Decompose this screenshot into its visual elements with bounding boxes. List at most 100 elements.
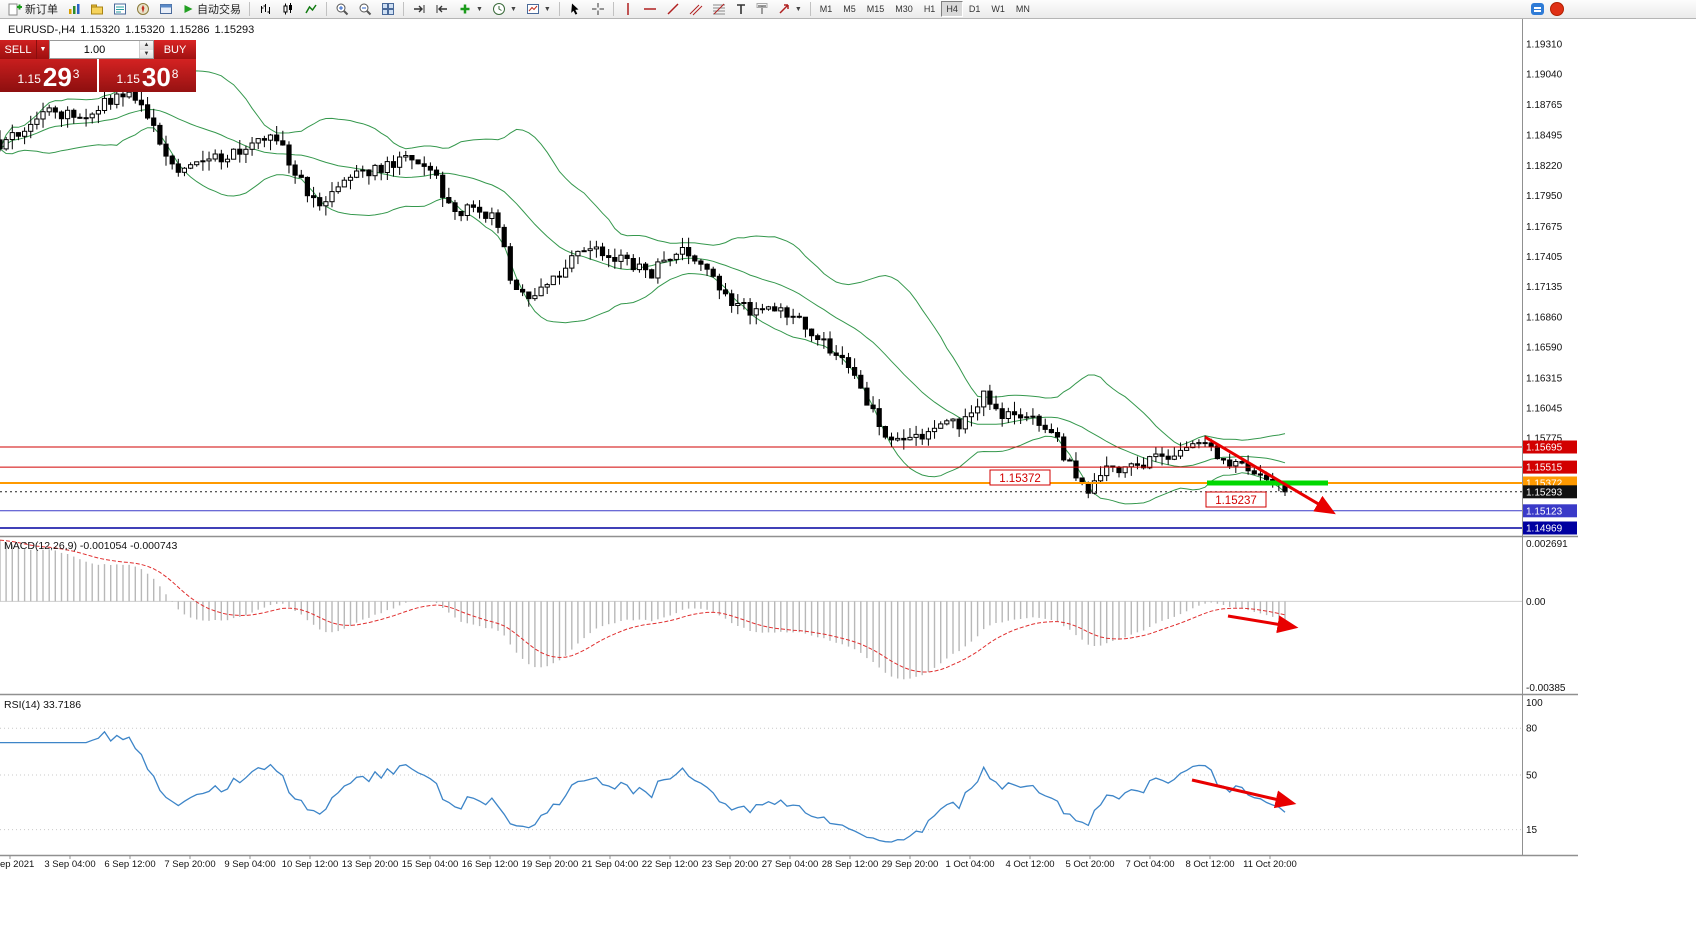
label-tool-button[interactable] <box>752 0 772 18</box>
text-tool-button[interactable] <box>731 0 751 18</box>
price-badge-1.15293: 1.15293 <box>1523 485 1577 498</box>
svg-text:1.19310: 1.19310 <box>1526 39 1563 50</box>
time-axis[interactable]: 2 Sep 2021 3 Sep 04:00 6 Sep 12:00 7 Sep 20… <box>0 855 1297 871</box>
lot-size-box: ▲ ▼ <box>49 40 154 59</box>
floating-price-label[interactable]: 1.15237 <box>1205 491 1267 508</box>
periods-button[interactable]: ▼ <box>488 0 521 18</box>
auto-scroll-button[interactable] <box>408 0 430 18</box>
svg-text:22 Sep 12:00: 22 Sep 12:00 <box>642 859 699 870</box>
low-value: 1.15286 <box>169 24 210 36</box>
timeframe-d1-button[interactable]: D1 <box>968 4 981 14</box>
svg-text:1.15372: 1.15372 <box>1526 479 1563 490</box>
new-order-button[interactable]: 新订单 <box>4 0 62 18</box>
templates-button[interactable]: ▼ <box>522 0 555 18</box>
autotrading-button[interactable]: 自动交易 <box>178 0 245 18</box>
bar-chart-mode-button[interactable] <box>254 0 276 18</box>
trendline-tool-button[interactable] <box>662 0 684 18</box>
timeframe-m5-button[interactable]: M5 <box>843 4 856 14</box>
price-trend-arrow[interactable] <box>1204 435 1336 515</box>
timeframe-m30-button[interactable]: M30 <box>895 4 913 14</box>
toolbar-separator <box>612 2 614 16</box>
timeframe-m1-button[interactable]: M1 <box>819 4 833 14</box>
horizontal-line-tool-button[interactable] <box>639 0 661 18</box>
timeframe-w1-button[interactable]: W1 <box>991 4 1005 14</box>
buy-price-display[interactable]: 1.15 30 8 <box>99 59 196 92</box>
tile-windows-button[interactable] <box>377 0 399 18</box>
bar-chart-icon <box>261 4 270 14</box>
profiles-icon <box>91 4 103 15</box>
lot-dropdown-button[interactable]: ▼ <box>36 40 49 59</box>
buy-button[interactable]: BUY <box>154 40 196 59</box>
market-watch-button[interactable] <box>109 0 131 18</box>
fibonacci-tool-button[interactable] <box>708 0 730 18</box>
text-icon <box>736 4 745 14</box>
svg-text:1.15237: 1.15237 <box>1215 495 1257 507</box>
arrows-tool-button[interactable]: ▼ <box>773 0 806 18</box>
svg-text:19 Sep 20:00: 19 Sep 20:00 <box>522 859 579 870</box>
notification-icon[interactable] <box>1550 2 1564 16</box>
svg-text:-0.00385: -0.00385 <box>1526 683 1566 694</box>
auto-scroll-icon <box>414 5 425 13</box>
timeframe-h1-button[interactable]: H1 <box>923 4 936 14</box>
zoom-in-icon <box>336 3 349 16</box>
navigator-button[interactable] <box>132 0 154 18</box>
price-level-lines[interactable] <box>0 446 1522 529</box>
macd-histogram <box>0 540 1286 680</box>
svg-text:29 Sep 20:00: 29 Sep 20:00 <box>882 859 939 870</box>
zoom-in-button[interactable] <box>331 0 353 18</box>
rsi-trend-arrow[interactable] <box>1191 778 1297 809</box>
svg-text:1.17135: 1.17135 <box>1526 282 1563 293</box>
channel-tool-button[interactable] <box>685 0 707 18</box>
chat-icon[interactable] <box>1531 3 1544 15</box>
label-icon <box>756 3 768 14</box>
pane-separators[interactable] <box>0 18 1578 857</box>
arrows-caret-icon: ▼ <box>794 5 802 13</box>
sell-button[interactable]: SELL <box>0 40 36 59</box>
new-chart-button[interactable] <box>63 0 85 18</box>
svg-text:1.15123: 1.15123 <box>1526 506 1563 517</box>
templates-icon <box>526 4 539 14</box>
indicators-button[interactable]: ▼ <box>454 0 487 18</box>
svg-text:1.15293: 1.15293 <box>1526 487 1563 498</box>
bollinger-middle-band <box>0 108 1286 468</box>
rsi-line <box>0 730 1286 843</box>
profiles-button[interactable] <box>86 0 108 18</box>
price-badge-1.15123: 1.15123 <box>1523 504 1577 517</box>
price-axis[interactable]: 1.19310 1.19040 1.18765 1.18495 1.18220 1.179… <box>1523 39 1577 836</box>
crosshair-tool-button[interactable] <box>587 0 609 18</box>
bollinger-bands <box>0 70 1286 505</box>
svg-text:27 Sep 04:00: 27 Sep 04:00 <box>762 859 819 870</box>
terminal-button[interactable] <box>155 0 177 18</box>
timeframe-m15-button[interactable]: M15 <box>866 4 885 14</box>
svg-text:1.18765: 1.18765 <box>1526 100 1563 111</box>
svg-text:1.14969: 1.14969 <box>1526 523 1563 534</box>
zoom-out-button[interactable] <box>354 0 376 18</box>
horizontal-line-icon <box>643 8 656 10</box>
timeframe-h4-button[interactable]: H4 <box>941 1 963 17</box>
cursor-tool-button[interactable] <box>564 0 586 18</box>
periods-clock-icon <box>492 3 505 15</box>
svg-text:13 Sep 20:00: 13 Sep 20:00 <box>342 859 399 870</box>
vertical-line-tool-button[interactable] <box>618 0 638 18</box>
templates-caret-icon: ▼ <box>543 5 551 13</box>
lot-size-input[interactable] <box>50 41 139 58</box>
symbol-period-label: EURUSD-,H4 <box>8 24 76 36</box>
rsi-pane: RSI(14) 33.7186 <box>0 699 1522 843</box>
main-chart-pane: 1.15372 1.15237 <box>0 70 1522 529</box>
macd-trend-arrow[interactable] <box>1227 614 1299 634</box>
lot-increment-button[interactable]: ▲ <box>140 41 153 50</box>
macd-signal-line <box>0 539 1286 673</box>
lot-decrement-button[interactable]: ▼ <box>140 49 153 58</box>
sell-price-display[interactable]: 1.15 29 3 <box>0 59 97 92</box>
toolbar-separator <box>809 2 811 16</box>
svg-text:1.15695: 1.15695 <box>1526 443 1563 454</box>
svg-text:15 Sep 04:00: 15 Sep 04:00 <box>402 859 459 870</box>
svg-text:1.15515: 1.15515 <box>1526 463 1563 474</box>
svg-text:1.17405: 1.17405 <box>1526 252 1563 263</box>
chart-shift-button[interactable] <box>431 0 453 18</box>
line-chart-mode-button[interactable] <box>300 0 322 18</box>
candlestick-mode-button[interactable] <box>277 0 299 18</box>
timeframe-mn-button[interactable]: MN <box>1015 4 1030 14</box>
floating-price-label[interactable]: 1.15372 <box>989 469 1051 486</box>
